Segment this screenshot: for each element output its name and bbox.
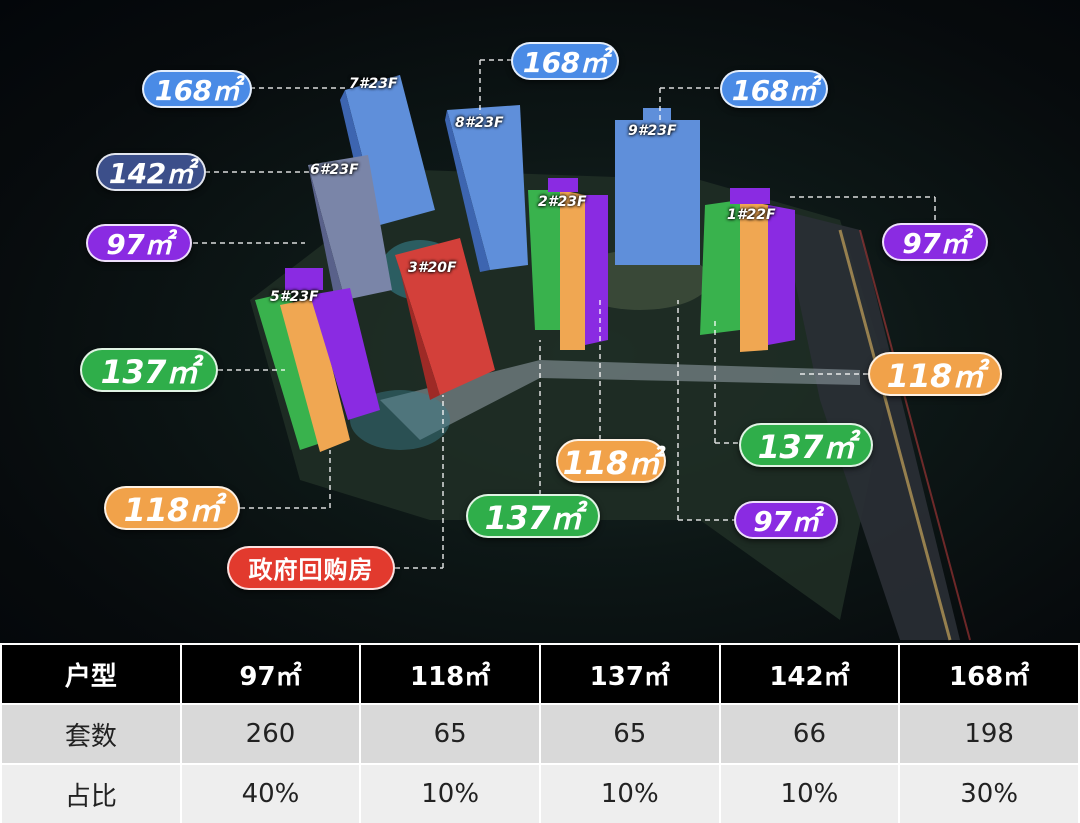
building-label-3: 3#20F xyxy=(408,260,457,276)
site-plan-illustration xyxy=(193,59,971,641)
table-cell: 65 xyxy=(359,703,541,765)
unit-mix-table: 户型 97㎡ 118㎡ 137㎡ 142㎡ 168㎡ 套数 260 65 65 … xyxy=(0,643,1080,823)
tag-137-left: 137㎡ xyxy=(80,348,218,392)
tag-137-right: 137㎡ xyxy=(739,423,873,467)
table-cell: 30% xyxy=(898,763,1080,823)
table-cell: 10% xyxy=(718,763,901,823)
table-cell: 66 xyxy=(718,703,901,765)
table-row: 套数 260 65 65 66 198 xyxy=(0,703,1080,765)
table-cell: 套数 xyxy=(0,703,182,765)
table-cell: 65 xyxy=(538,703,721,765)
table-cell: 198 xyxy=(898,703,1080,765)
table-header-cell: 137㎡ xyxy=(538,643,721,705)
building-label-7: 7#23F xyxy=(349,76,398,92)
site-plan-render: 7#23F 8#23F 9#23F 6#23F 2#23F 1#22F 3#20… xyxy=(0,0,1080,643)
table-cell: 260 xyxy=(179,703,362,765)
table-cell: 10% xyxy=(538,763,721,823)
table-cell: 10% xyxy=(359,763,541,823)
tag-168-top: 168㎡ xyxy=(511,42,619,80)
table-header-cell: 142㎡ xyxy=(718,643,901,705)
table-cell: 占比 xyxy=(0,763,182,823)
tag-97-right: 97㎡ xyxy=(882,223,988,261)
tag-118-left: 118㎡ xyxy=(104,486,240,530)
building-label-6: 6#23F xyxy=(310,162,359,178)
tag-118-right: 118㎡ xyxy=(868,352,1002,396)
building-label-1: 1#22F xyxy=(727,207,776,223)
building-label-2: 2#23F xyxy=(538,194,587,210)
building-label-9: 9#23F xyxy=(628,123,677,139)
building-label-5: 5#23F xyxy=(270,289,319,305)
building-label-8: 8#23F xyxy=(455,115,504,131)
tag-118-mid: 118㎡ xyxy=(556,439,666,483)
tag-142: 142㎡ xyxy=(96,153,206,191)
table-header-row: 户型 97㎡ 118㎡ 137㎡ 142㎡ 168㎡ xyxy=(0,643,1080,705)
table-header-cell: 118㎡ xyxy=(359,643,541,705)
table-row: 占比 40% 10% 10% 10% 30% xyxy=(0,763,1080,823)
tag-97-bottom: 97㎡ xyxy=(734,501,838,539)
table-header-cell: 97㎡ xyxy=(179,643,362,705)
tag-97-left: 97㎡ xyxy=(86,224,192,262)
table-header-cell: 户型 xyxy=(0,643,182,705)
tag-168-right: 168㎡ xyxy=(720,70,828,108)
tag-gov-buyback: 政府回购房 xyxy=(227,546,395,590)
tag-137-mid: 137㎡ xyxy=(466,494,600,538)
table-header-cell: 168㎡ xyxy=(898,643,1080,705)
table-cell: 40% xyxy=(179,763,362,823)
tag-168-left: 168㎡ xyxy=(142,70,252,108)
